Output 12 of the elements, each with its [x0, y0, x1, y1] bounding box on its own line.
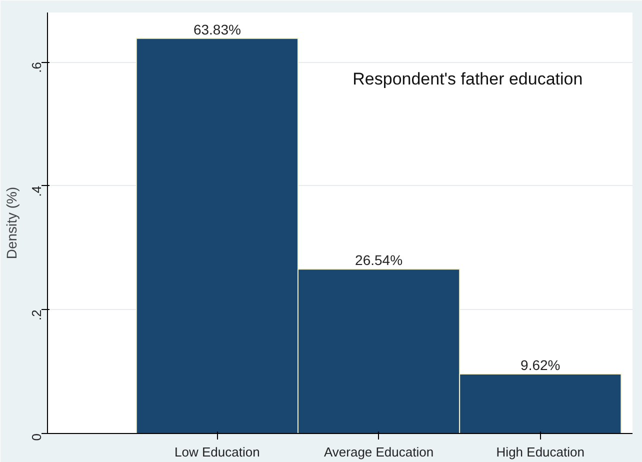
data-label: 9.62% [520, 356, 560, 373]
y-axis-title: Density (%) [4, 186, 20, 260]
x-tick-label: High Education [496, 444, 584, 460]
data-label: 63.83% [193, 21, 241, 38]
y-tick-label: .4 [29, 186, 44, 197]
y-tick-label: .2 [29, 310, 44, 321]
data-label: 26.54% [355, 252, 403, 268]
y-tick-label: .6 [29, 62, 44, 73]
y-tick-label: 0 [29, 433, 44, 441]
annotation: Respondent's father education [352, 69, 583, 88]
x-tick-label: Average Education [324, 444, 434, 460]
x-tick-label: Low Education [174, 444, 260, 460]
